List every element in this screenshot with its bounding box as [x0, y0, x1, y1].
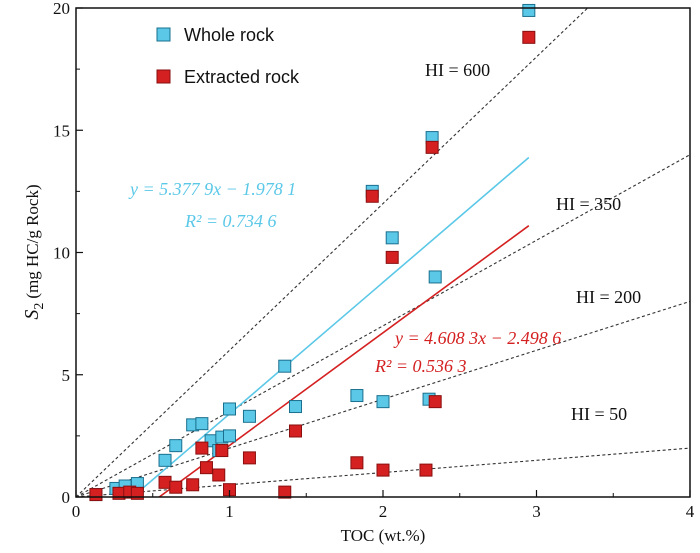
whole-rock-point-14	[278, 359, 292, 373]
y-axis-title-sub: 2	[32, 303, 47, 310]
y-tick-label-4: 20	[53, 0, 70, 18]
legend-label-whole-rock: Whole rock	[184, 25, 275, 45]
whole-rock-point-11	[223, 402, 236, 416]
y-tick-label-0: 0	[62, 488, 71, 507]
extracted-rock-point-22	[522, 30, 536, 44]
extracted-rock-r2: R² = 0.536 3	[374, 356, 467, 376]
x-tick-label-3: 3	[532, 502, 541, 521]
legend-marker-whole-rock	[156, 27, 171, 42]
y-tick-label-1: 5	[62, 366, 71, 385]
whole-rock-point-16	[350, 389, 364, 403]
extracted-rock-point-18	[385, 250, 399, 264]
whole-rock-point-12	[223, 429, 236, 443]
extracted-rock-point-10	[215, 444, 229, 458]
hi-line-2	[76, 300, 690, 497]
whole-rock-point-19	[385, 231, 399, 245]
extracted-rock-point-7	[195, 441, 209, 455]
extracted-rock-point-4	[158, 475, 172, 489]
legend-label-extracted-rock: Extracted rock	[184, 67, 300, 87]
y-tick-label-2: 10	[53, 244, 70, 263]
extracted-rock-point-9	[212, 468, 226, 482]
y-axis-title: S2 (mg HC/g Rock)	[21, 184, 47, 319]
extracted-rock-point-19	[419, 463, 433, 477]
extracted-rock-point-17	[376, 463, 390, 477]
y-axis-title-main: S	[21, 310, 43, 320]
whole-rock-point-4	[158, 453, 172, 467]
whole-rock-point-15	[289, 400, 303, 414]
y-axis-title-units: (mg HC/g Rock)	[23, 184, 42, 298]
extracted-rock-point-6	[186, 478, 200, 492]
x-tick-label-1: 1	[225, 502, 234, 521]
whole-rock-equation: y = 5.377 9x − 1.978 1	[128, 179, 296, 199]
x-axis-title: TOC (wt.%)	[341, 526, 426, 545]
hi-line-3	[76, 447, 690, 497]
extracted-rock-point-8	[199, 461, 213, 475]
whole-rock-r2: R² = 0.734 6	[184, 211, 277, 231]
x-tick-label-0: 0	[72, 502, 81, 521]
y-tick-label-3: 15	[53, 121, 70, 140]
whole-rock-point-13	[242, 409, 256, 423]
hi-label-0: HI = 600	[425, 60, 490, 80]
whole-rock-point-18	[376, 395, 390, 409]
extracted-rock-point-12	[242, 451, 256, 465]
hi-label-2: HI = 200	[576, 287, 641, 307]
hi-label-1: HI = 350	[556, 194, 621, 214]
hi-label-3: HI = 50	[571, 404, 627, 424]
extracted-rock-point-5	[169, 480, 183, 494]
x-tick-label-2: 2	[379, 502, 388, 521]
extracted-rock-point-15	[350, 456, 364, 470]
extracted-rock-point-0	[89, 488, 103, 502]
whole-rock-point-22	[428, 270, 442, 284]
extracted-rock-point-16	[365, 189, 379, 203]
legend-marker-extracted-rock	[156, 69, 171, 84]
hi-line-0	[76, 8, 589, 497]
extracted-rock-equation: y = 4.608 3x − 2.498 6	[393, 328, 561, 348]
whole-rock-point-23	[522, 3, 536, 17]
extracted-rock-point-14	[289, 424, 303, 438]
whole-rock-point-5	[169, 439, 183, 453]
extracted-rock-point-20	[425, 140, 439, 154]
whole-rock-point-7	[195, 417, 209, 431]
extracted-rock-point-13	[278, 485, 292, 499]
x-tick-label-4: 4	[686, 502, 695, 521]
regression-line-0	[132, 156, 530, 497]
extracted-rock-point-21	[428, 395, 442, 409]
